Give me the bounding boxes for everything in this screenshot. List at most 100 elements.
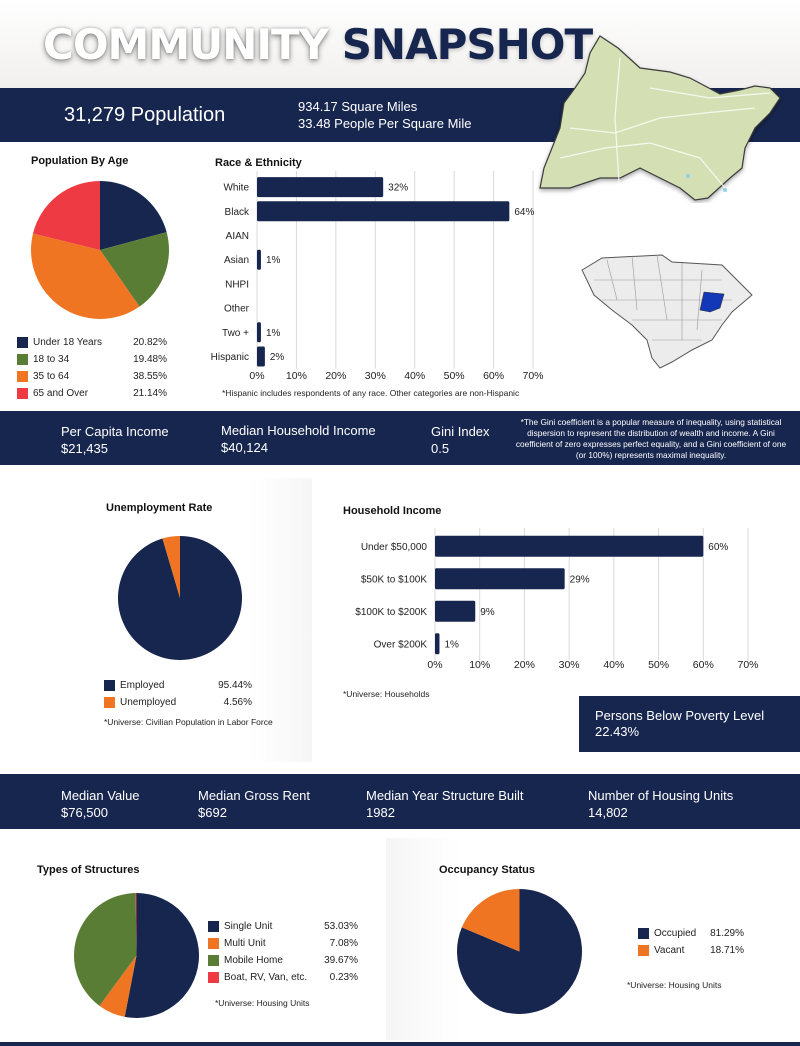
square-miles: 934.17 Square Miles — [298, 99, 418, 114]
gini-index-value: 0.5 — [431, 441, 450, 456]
race-chart-title: Race & Ethnicity — [215, 157, 302, 169]
x-tick-label: 20% — [514, 659, 535, 671]
housing-band: Median Value $76,500 Median Gross Rent $… — [0, 774, 800, 829]
legend-label: Multi Unit — [224, 938, 266, 949]
legend-swatch — [208, 972, 219, 983]
gini-note: *The Gini coefficient is a popular measu… — [515, 417, 787, 460]
median-year-built-label: Median Year Structure Built — [366, 788, 524, 803]
median-value: Median Value $76,500 — [61, 787, 140, 821]
bar-hispanic — [257, 346, 265, 367]
category-label-under-50-000: Under $50,000 — [361, 542, 428, 553]
legend-swatch — [208, 938, 219, 949]
legend-value: 39.67% — [324, 955, 358, 966]
household-income-chart-title: Household Income — [343, 505, 442, 517]
legend-value: 53.03% — [324, 921, 358, 932]
per-capita-income-value: $21,435 — [61, 441, 108, 456]
employment-legend: Employed 95.44% Unemployed 4.56% — [104, 677, 252, 711]
legend-swatch — [17, 388, 28, 399]
area-stats: 934.17 Square Miles 33.48 People Per Squ… — [298, 98, 471, 132]
poverty-label: Persons Below Poverty Level — [595, 708, 765, 723]
category-label-aian: AIAN — [226, 231, 249, 242]
x-tick-label: 20% — [325, 370, 346, 382]
occupancy-note: *Universe: Housing Units — [627, 980, 722, 990]
median-value-label: Median Value — [61, 788, 140, 803]
legend-label: Single Unit — [224, 921, 273, 932]
occupancy-pie-chart — [457, 889, 582, 1014]
median-year-built-value: 1982 — [366, 805, 395, 820]
legend-item-boat-rv-van-etc: Boat, RV, Van, etc. 0.23% — [208, 969, 358, 986]
x-tick-label: 10% — [286, 370, 307, 382]
legend-value: 95.44% — [218, 680, 252, 691]
median-household-income: Median Household Income $40,124 — [221, 422, 376, 456]
per-capita-income-label: Per Capita Income — [61, 424, 169, 439]
legend-swatch — [17, 337, 28, 348]
per-capita-income: Per Capita Income $21,435 — [61, 423, 169, 457]
category-label-50k-to-100k: $50K to $100K — [361, 574, 427, 585]
bar-50k-to-100k — [435, 568, 565, 590]
poverty-box: Persons Below Poverty Level 22.43% — [579, 696, 800, 752]
legend-swatch — [208, 921, 219, 932]
median-gross-rent-value: $692 — [198, 805, 227, 820]
highlighted-county — [699, 291, 725, 313]
median-household-income-value: $40,124 — [221, 440, 268, 455]
legend-label: Mobile Home — [224, 955, 283, 966]
race-note: *Hispanic includes respondents of any ra… — [222, 388, 520, 398]
population-total: 31,279 Population — [64, 104, 226, 126]
legend-swatch — [638, 945, 649, 956]
bar-asian — [257, 249, 261, 270]
pie-slice-boat-rv-van-etc — [135, 893, 137, 956]
bar-white — [257, 177, 384, 198]
category-label-black: Black — [225, 207, 250, 218]
pie-slice-unemployed — [162, 536, 180, 598]
age-legend: Under 18 Years 20.82% 18 to 34 19.48% 35 to … — [17, 334, 167, 402]
category-label-other: Other — [224, 304, 250, 315]
legend-swatch — [104, 680, 115, 691]
household-income-bar-chart: 0% 10% 20% 30% 40% 50% 60% 70% Under $50,000 60% $… — [355, 528, 759, 671]
structures-note: *Universe: Housing Units — [215, 998, 310, 1008]
title-word-community: COMMUNITY — [43, 20, 329, 69]
legend-item-occupied: Occupied 81.29% — [638, 925, 744, 942]
legend-value: 21.14% — [133, 388, 167, 399]
category-label-100k-to-200k: $100K to $200K — [355, 607, 427, 618]
housing-units-value: 14,802 — [588, 805, 628, 820]
bar-over-200k — [435, 633, 440, 655]
housing-units: Number of Housing Units 14,802 — [588, 787, 733, 821]
data-label-under-50-000: 60% — [708, 542, 728, 553]
median-gross-rent-label: Median Gross Rent — [198, 788, 310, 803]
legend-value: 81.29% — [710, 928, 744, 939]
pie-slice-multi-unit — [99, 955, 137, 1017]
age-pie-chart — [30, 181, 170, 319]
state-shape — [581, 254, 753, 369]
legend-item-18-to-34: 18 to 34 19.48% — [17, 351, 167, 368]
structures-chart-title: Types of Structures — [37, 864, 140, 876]
occupancy-panel — [386, 838, 800, 1040]
legend-value: 4.56% — [223, 697, 252, 708]
data-label-two: 1% — [266, 328, 281, 339]
data-label-50k-to-100k: 29% — [570, 574, 590, 585]
county-map — [539, 35, 781, 201]
x-tick-label: 0% — [249, 370, 264, 382]
legend-label: Boat, RV, Van, etc. — [224, 972, 308, 983]
category-label-asian: Asian — [224, 255, 249, 266]
bar-two — [257, 322, 261, 343]
category-label-nhpi: NHPI — [225, 279, 249, 290]
category-label-two: Two + — [222, 328, 249, 339]
age-chart-title: Population By Age — [31, 155, 129, 167]
x-tick-label: 60% — [693, 659, 714, 671]
pie-slice-65-and-over — [33, 181, 100, 250]
pie-slice-under-18-years — [100, 181, 167, 250]
x-tick-label: 30% — [365, 370, 386, 382]
household-income-note: *Universe: Households — [343, 689, 430, 699]
population-density: 33.48 People Per Square Mile — [298, 116, 472, 131]
legend-swatch — [638, 928, 649, 939]
legend-item-vacant: Vacant 18.71% — [638, 942, 744, 959]
legend-item-35-to-64: 35 to 64 38.55% — [17, 368, 167, 385]
x-tick-label: 70% — [522, 370, 543, 382]
legend-swatch — [17, 354, 28, 365]
legend-swatch — [104, 697, 115, 708]
data-label-over-200k: 1% — [444, 639, 459, 650]
legend-value: 19.48% — [133, 354, 167, 365]
category-label-white: White — [223, 183, 249, 194]
legend-label: 35 to 64 — [33, 371, 70, 382]
gini-index: Gini Index 0.5 — [431, 423, 490, 457]
